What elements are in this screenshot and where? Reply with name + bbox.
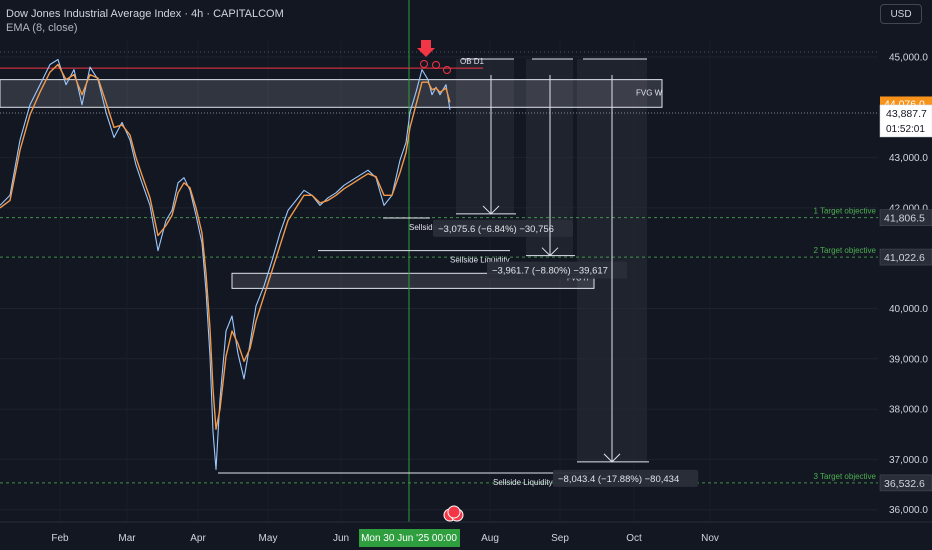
measure-label: −3,961.7 (−8.80%) −39,617: [492, 266, 608, 277]
measure-arrowhead: [541, 247, 559, 257]
high-circle-marker: [443, 66, 451, 74]
measure-label-box: [433, 219, 573, 237]
event-flag-icon: [447, 505, 461, 519]
y-tick-label: 42,000.0: [889, 203, 928, 214]
ema-line: [0, 63, 451, 430]
y-tick-label: 40,000.0: [889, 304, 928, 315]
target-objective-label: 2 Target objective: [813, 246, 876, 255]
target-objective-label: 3 Target objective: [813, 472, 876, 481]
cursor-price-label: 43,887.7: [886, 108, 927, 120]
x-cursor-label: Mon 30 Jun '25 00:00: [361, 533, 457, 544]
x-tick-label: Mar: [118, 533, 136, 544]
price-line: [0, 58, 451, 471]
price-label-box: [879, 474, 932, 492]
x-tick-label: Jun: [333, 533, 349, 544]
y-tick-label: 39,000.0: [889, 354, 928, 365]
measure-arrowhead: [482, 205, 500, 215]
measure-label: −8,043.4 (−17.88%) −80,434: [558, 474, 679, 485]
x-tick-label: Oct: [626, 533, 642, 544]
y-tick-label: 37,000.0: [889, 455, 928, 466]
price-label: 41,022.6: [884, 252, 925, 264]
x-tick-label: May: [259, 533, 278, 544]
x-tick-label: Apr: [190, 533, 206, 544]
fvg-weekly-label: FVG W: [636, 89, 663, 98]
fvg-weekly-zone: [0, 79, 663, 108]
measure-arrowhead: [603, 453, 621, 463]
price-label-box: [879, 248, 932, 266]
measure-label-box: [487, 261, 627, 279]
chart-title: Dow Jones Industrial Average Index · 4h …: [6, 8, 284, 20]
indicator-legend[interactable]: EMA (8, close): [6, 22, 78, 34]
cursor-price-box: [879, 104, 932, 138]
x-tick-label: Sep: [551, 533, 569, 544]
y-tick-label: 36,000.0: [889, 505, 928, 516]
x-tick-label: Nov: [701, 533, 719, 544]
x-cursor-box: [359, 529, 460, 547]
y-tick-label: 43,000.0: [889, 153, 928, 164]
measure-label-box: [553, 469, 699, 487]
measure-label: −3,075.6 (−6.84%) −30,756: [438, 224, 554, 235]
sellside-liquidity-label: Sellside Liquidity: [450, 256, 510, 265]
x-tick-label: Aug: [481, 533, 499, 544]
marker-down-arrow: [417, 40, 435, 57]
price-label: 36,532.6: [884, 478, 925, 490]
target-objective-label: 1 Target objective: [813, 207, 876, 216]
price-label-box: [879, 209, 932, 226]
high-circle-marker: [420, 60, 428, 68]
x-tick-label: Feb: [51, 533, 69, 544]
currency-button[interactable]: USD: [880, 4, 922, 24]
sellside-liquidity-label: Sellside Liquidity: [493, 478, 553, 487]
measure-zone: [456, 59, 514, 214]
y-tick-label: 45,000.0: [889, 53, 928, 64]
countdown-label: 01:52:01: [886, 124, 925, 135]
ob-d1-label: OB D1: [460, 57, 485, 66]
price-label: 41,806.5: [884, 213, 925, 225]
high-circle-marker: [432, 61, 440, 69]
fvg-h-label: FVG H: [567, 275, 588, 282]
y-tick-label: 38,000.0: [889, 405, 928, 416]
